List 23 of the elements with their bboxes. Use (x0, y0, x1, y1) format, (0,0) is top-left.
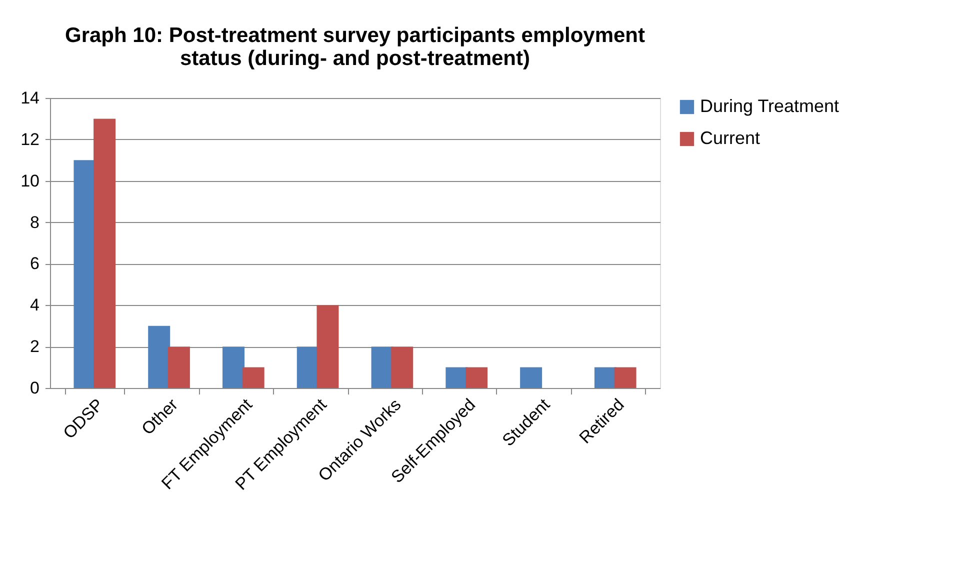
y-tick-label: 6 (30, 254, 40, 274)
legend-label: During Treatment (700, 96, 840, 116)
bar (94, 118, 116, 388)
bar (316, 305, 339, 388)
bar (168, 346, 190, 388)
bar (614, 367, 636, 388)
y-tick-label: 8 (30, 212, 40, 232)
y-tick-label: 12 (20, 130, 40, 149)
text: Graph 10: Post-treatment survey participants employment (65, 24, 645, 47)
y-tick-label: 10 (20, 171, 40, 190)
bar (520, 367, 542, 388)
legend-label: Current (700, 128, 760, 148)
y-tick-label: 4 (30, 296, 40, 315)
bar (222, 346, 244, 388)
bar (74, 160, 96, 388)
y-tick-label: 0 (30, 378, 40, 398)
bar (148, 326, 170, 388)
bar (242, 367, 264, 388)
y-tick-label: 14 (20, 88, 40, 108)
bar (466, 367, 488, 388)
y-tick-label: 2 (30, 337, 40, 356)
text: status (during- and post-treatment) (180, 47, 530, 70)
bar (391, 346, 414, 388)
